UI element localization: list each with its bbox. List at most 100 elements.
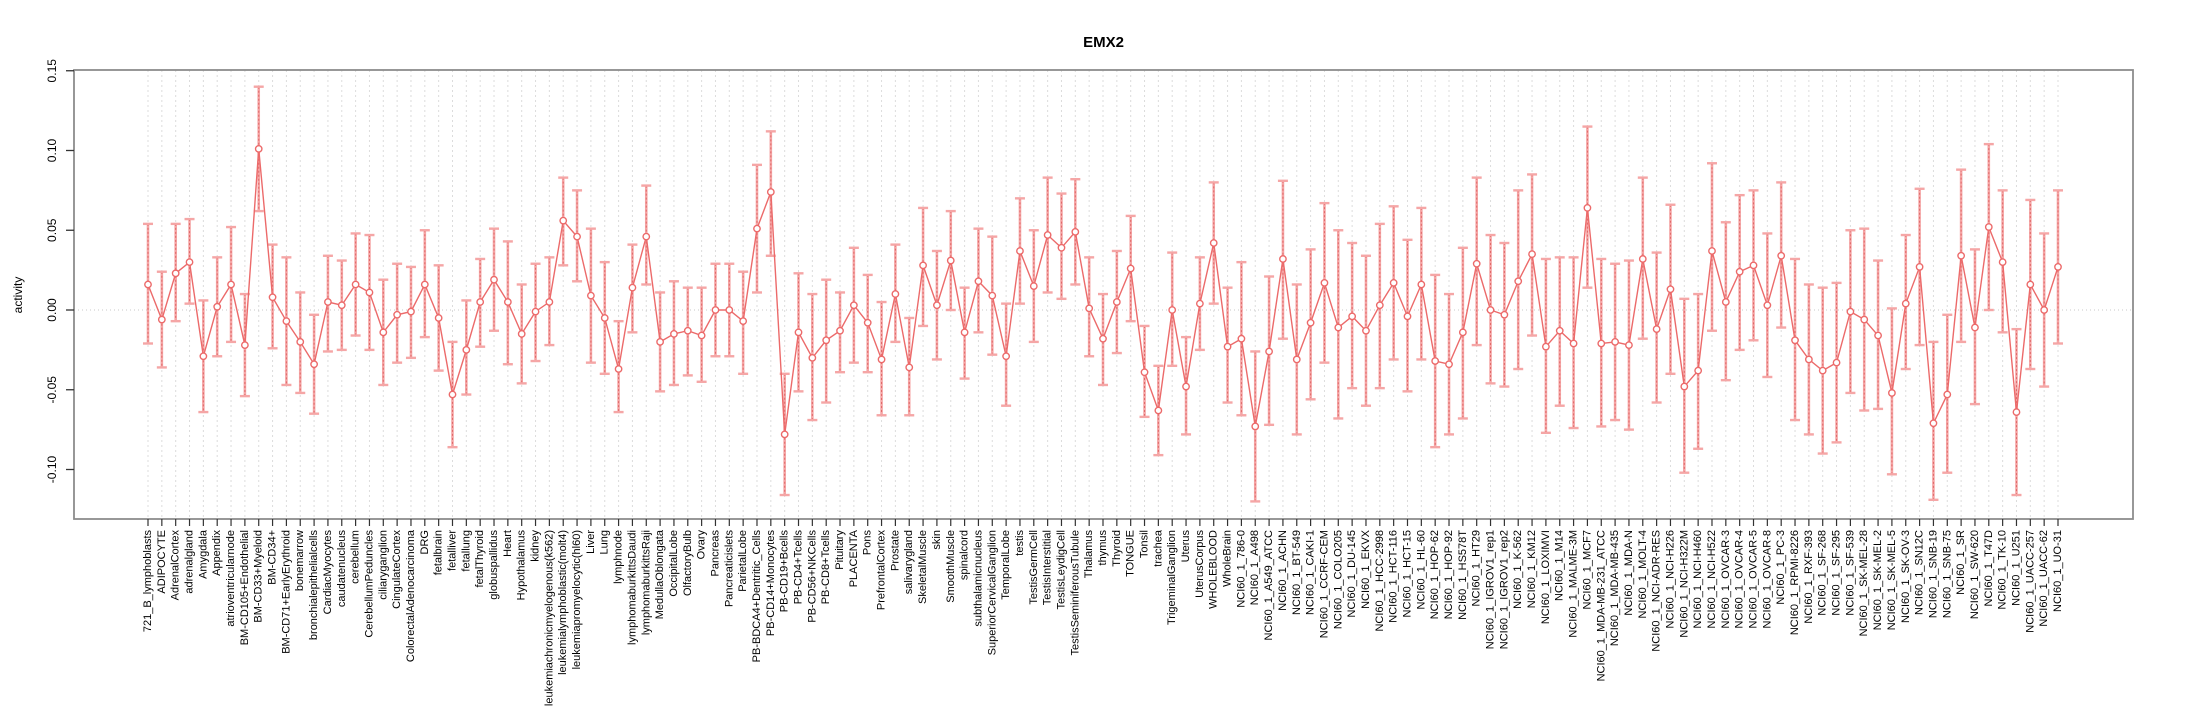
- data-point: [1375, 301, 1384, 310]
- x-category-label: NCI60_1_HCT-116: [1388, 530, 1400, 623]
- data-point: [1154, 406, 1163, 415]
- x-category-label: lymphomaburkittsDaudi: [626, 530, 638, 645]
- data-point: [185, 258, 194, 267]
- data-point: [1694, 366, 1703, 375]
- data-point: [642, 232, 651, 241]
- y-tick-label: 0.15: [45, 59, 59, 83]
- x-category-label: fetalThyroid: [474, 530, 486, 587]
- x-category-label: PB-CD56+NKCells: [806, 530, 818, 623]
- data-point: [559, 216, 568, 225]
- x-category-label: TestisGermCell: [1028, 530, 1040, 605]
- x-category-label: leukemiapromyelocytic(hl60): [571, 530, 583, 669]
- data-point: [1043, 231, 1052, 239]
- data-point: [1818, 366, 1827, 375]
- data-point: [490, 275, 498, 284]
- x-category-label: NCI60_1_EKVX: [1360, 529, 1372, 609]
- data-point: [1528, 250, 1536, 259]
- data-point: [1901, 299, 1910, 308]
- x-category-label: MedullaOblongata: [654, 529, 666, 619]
- x-category-label: caudatenucleus: [336, 530, 348, 608]
- x-category-label: PB-CD8+Tcells: [820, 530, 832, 605]
- x-category-label: NCI60_1_M14: [1554, 530, 1566, 601]
- data-point: [877, 355, 886, 364]
- x-category-label: NCI60_1_HOP-92: [1443, 530, 1455, 619]
- data-point: [670, 330, 678, 338]
- y-tick-label: 0.10: [45, 138, 59, 162]
- x-category-label: NCI60_1_IGROV1_rep2: [1498, 530, 1510, 649]
- x-category-label: NCI60_1_UACC-257: [2024, 530, 2036, 633]
- x-category-label: NCI60_1_OVCAR-3: [1720, 530, 1732, 628]
- data-point: [1597, 339, 1606, 348]
- data-point: [1984, 223, 1993, 231]
- x-category-label: SuperiorCervicalGanglion: [986, 530, 998, 655]
- data-point: [213, 302, 222, 311]
- data-point: [1251, 422, 1260, 431]
- x-category-label: NCI60_1_IGROV1_rep1: [1485, 530, 1497, 649]
- data-point: [1832, 358, 1841, 367]
- x-category-label: NCI60_1_HS578T: [1457, 530, 1469, 620]
- data-point: [503, 298, 512, 306]
- x-category-label: NCI60_1_UACC-62: [2038, 530, 2050, 627]
- x-category-label: NCI60_1_786-0: [1235, 530, 1247, 608]
- x-category-label: CingulateCortex: [391, 530, 403, 609]
- x-category-label: NCI60_1_UO-31: [2052, 530, 2064, 612]
- x-category-label: NCI60_1_HCT-15: [1401, 530, 1413, 617]
- data-point: [891, 290, 900, 298]
- data-point: [1929, 419, 1938, 428]
- data-point: [393, 310, 402, 319]
- x-category-label: NCI60_1_U251: [2010, 530, 2022, 606]
- data-point: [753, 224, 761, 233]
- x-category-label: BM-CD34+: [267, 530, 279, 585]
- data-point: [462, 345, 471, 354]
- data-point: [1735, 267, 1744, 276]
- x-category-label: trachea: [1152, 529, 1164, 567]
- data-point: [1888, 389, 1896, 397]
- data-point: [1389, 278, 1398, 287]
- data-point: [254, 145, 263, 153]
- data-point: [628, 283, 637, 292]
- data-point: [1334, 323, 1343, 332]
- data-points: [144, 145, 2062, 439]
- data-point: [1652, 325, 1661, 334]
- data-point: [1099, 334, 1107, 343]
- data-point: [1140, 368, 1149, 377]
- x-category-label: CerebellumPeduncles: [363, 530, 375, 638]
- data-point: [157, 315, 166, 324]
- x-category-label: Pancreas: [709, 530, 721, 577]
- x-category-label: OccipitalLobe: [668, 530, 680, 597]
- data-point: [1209, 239, 1218, 247]
- x-category-label: leukemialymphoblastic(molt4): [557, 530, 569, 675]
- x-category-label: NCI60_1_T47D: [1983, 530, 1995, 606]
- data-point: [1057, 243, 1066, 252]
- data-point: [1292, 355, 1301, 364]
- x-category-label: TestisSeminiferousTubule: [1069, 530, 1081, 656]
- x-category-label: ParietalLobe: [737, 530, 749, 592]
- x-category-label: NCI60_1_MDA-MB-435: [1609, 530, 1621, 646]
- y-axis: 0.15 0.10 0.05 0.00 -0.05 -0.10: [45, 59, 74, 483]
- x-category-label: fetalbrain: [433, 530, 445, 575]
- x-category-label: BM-CD33+Myeloid: [253, 530, 265, 623]
- x-category-label: Hypothalamus: [516, 530, 528, 601]
- data-point: [1514, 277, 1523, 286]
- x-category-label: NCI60_1_OVCAR-5: [1748, 530, 1760, 628]
- x-category-label: Tonsil: [1139, 530, 1151, 558]
- x-category-label: NCI60_1_HOP-62: [1429, 530, 1441, 619]
- x-category-label: NCI60_1_OVCAR-8: [1761, 530, 1773, 628]
- x-category-label: NCI60_1_MDA-MB-231_ATCC: [1595, 530, 1607, 681]
- x-category-label: thymus: [1097, 530, 1109, 566]
- data-point: [1957, 251, 1966, 260]
- x-category-label: NCI60_1_MDA-N: [1623, 530, 1635, 616]
- x-category-label: lymphomaburkittsRaji: [640, 530, 652, 635]
- x-category-label: NCI60_1_NCI-H322M: [1678, 530, 1690, 638]
- data-point: [296, 337, 305, 346]
- x-category-label: NCI60_1_SK-OV-3: [1900, 530, 1912, 623]
- data-point: [586, 291, 595, 300]
- data-point: [683, 326, 692, 335]
- data-point: [1500, 310, 1509, 319]
- x-category-label: Thalamus: [1083, 530, 1095, 579]
- data-point: [171, 269, 180, 278]
- x-category-label: NCI60_1_RPMI-8226: [1789, 530, 1801, 635]
- data-point: [1279, 255, 1287, 263]
